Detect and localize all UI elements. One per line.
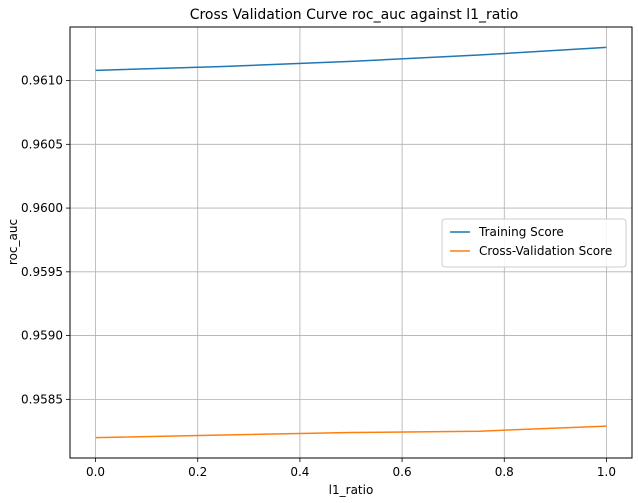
y-tick-label: 0.9595	[21, 265, 63, 279]
y-tick-label: 0.9585	[21, 392, 63, 406]
legend: Training Score Cross-Validation Score	[441, 218, 627, 268]
legend-label: Training Score	[478, 225, 564, 239]
y-axis-label: roc_auc	[6, 219, 20, 265]
y-axis: 0.9585 0.9590 0.9595 0.9600 0.9605 0.9610	[21, 74, 70, 406]
x-tick-label: 0.0	[86, 465, 105, 479]
x-axis-label: l1_ratio	[329, 483, 374, 497]
y-tick-label: 0.9605	[21, 137, 63, 151]
y-tick-label: 0.9610	[21, 74, 63, 88]
chart-title: Cross Validation Curve roc_auc against l…	[190, 7, 519, 23]
plot-frame	[69, 26, 633, 459]
legend-box	[441, 218, 627, 268]
legend-label: Cross-Validation Score	[479, 244, 612, 258]
x-tick-label: 0.4	[290, 465, 309, 479]
y-tick-label: 0.9590	[21, 329, 63, 343]
x-tick-label: 0.8	[495, 465, 514, 479]
series-line-training-score	[95, 46, 607, 72]
x-tick-label: 1.0	[597, 465, 616, 479]
x-tick-label: 0.2	[188, 465, 207, 479]
plot-lines	[95, 46, 607, 439]
series-line-cross-validation-score	[95, 425, 607, 439]
x-axis: 0.0 0.2 0.4 0.6 0.8 1.0	[86, 458, 616, 479]
y-tick-label: 0.9600	[21, 201, 63, 215]
x-tick-label: 0.6	[393, 465, 412, 479]
